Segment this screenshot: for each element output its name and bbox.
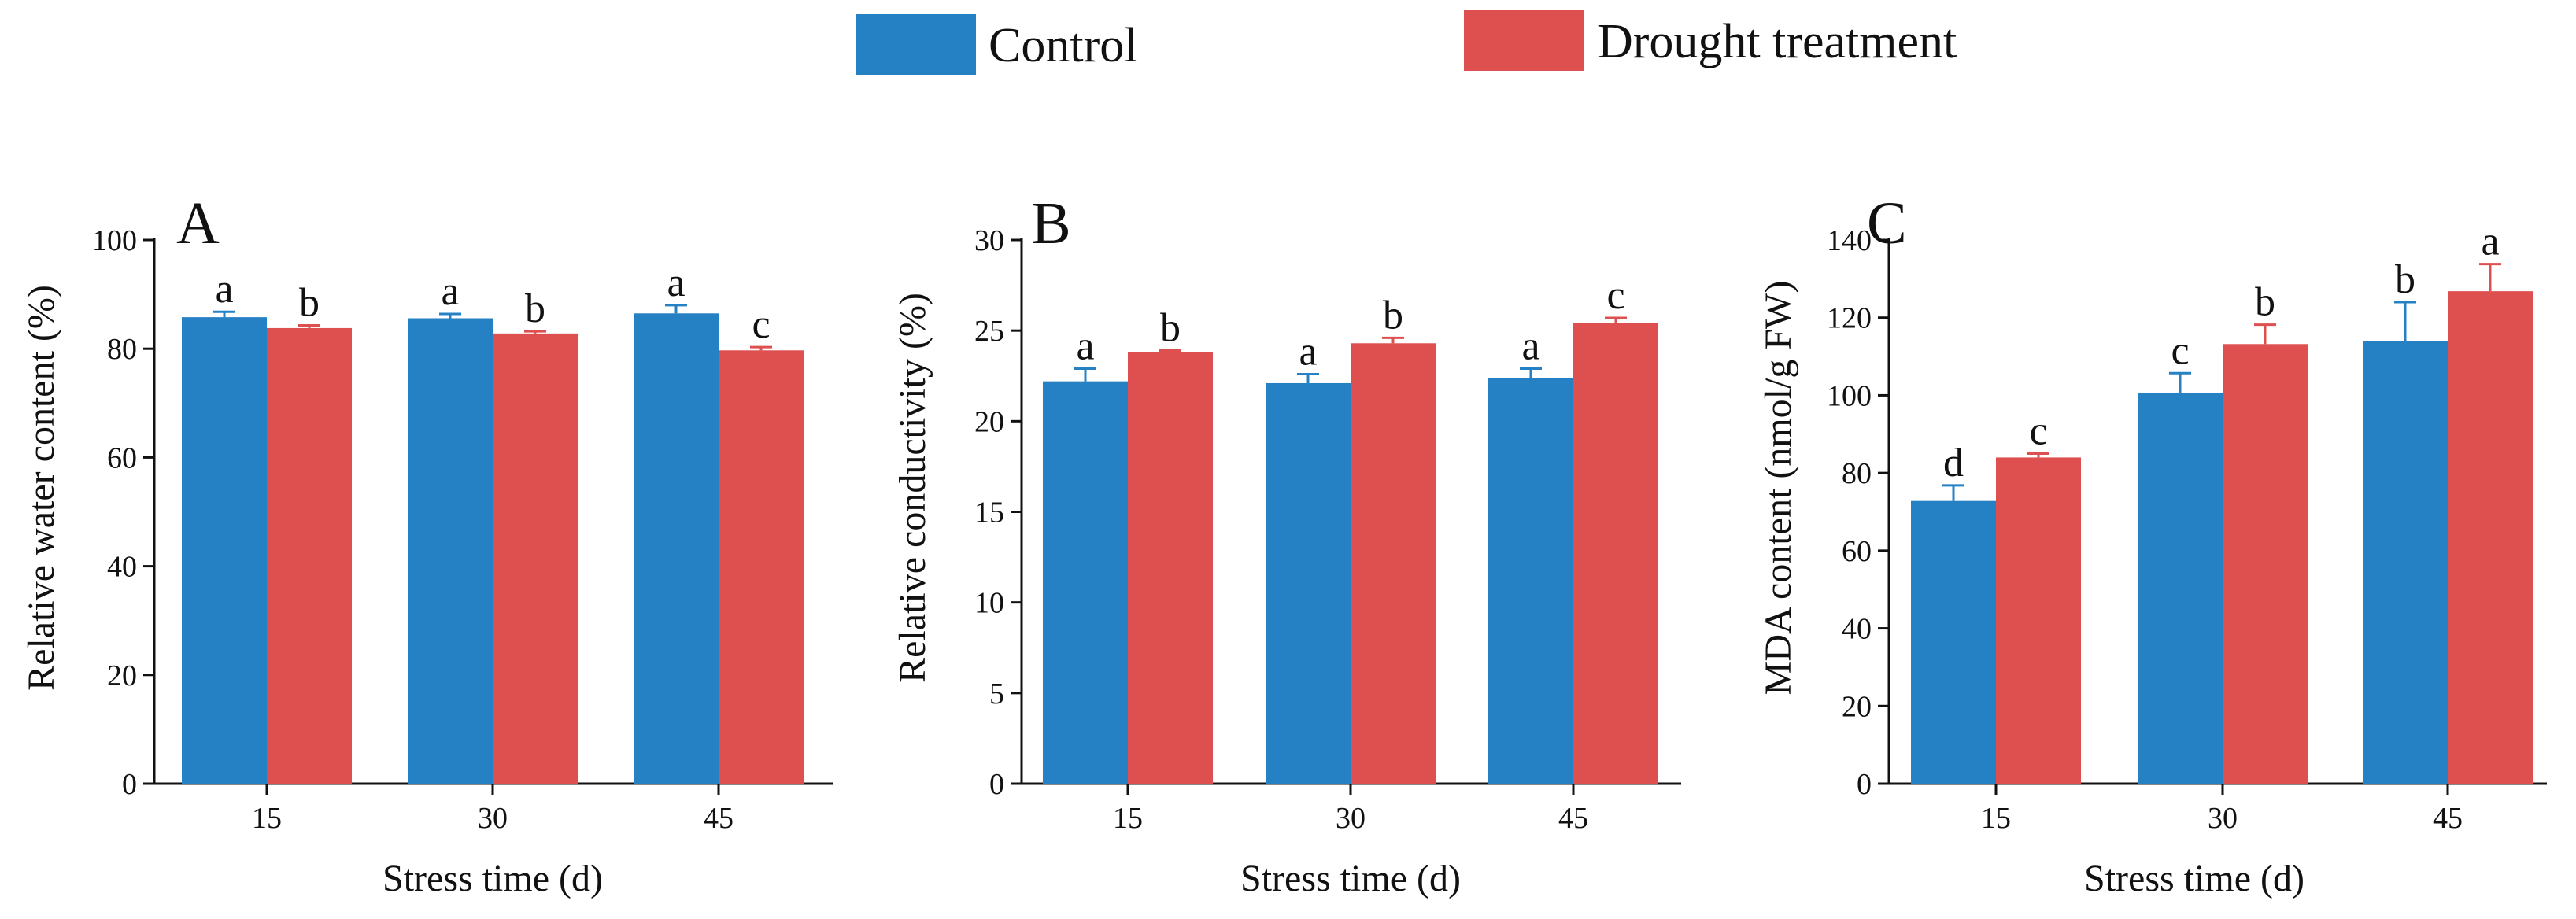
panel-c-significance-letter: a	[2481, 220, 2499, 264]
panel-c-significance-letter: b	[2255, 280, 2275, 325]
panel-c-y-tick-label: 20	[1842, 690, 1872, 723]
panel-c-x-tick-label: 45	[2433, 802, 2463, 835]
panel-c-bar-control	[2138, 392, 2223, 784]
panel-b-y-tick-label: 30	[974, 224, 1004, 257]
legend-control-label: Control	[989, 19, 1137, 72]
panel-a-x-tick-label: 45	[704, 802, 734, 835]
panel-c-xlabel: Stress time (d)	[2084, 858, 2304, 899]
panel-b-significance-letter: b	[1160, 306, 1181, 351]
panel-b-significance-letter: a	[1521, 324, 1539, 369]
panel-b-x-tick-label: 45	[1558, 802, 1588, 835]
panel-b-marks: 0 5 10 15 20 25 30 a b 15 a b 30 a c 45	[974, 224, 1681, 835]
legend: Control Drought treatment	[856, 10, 1957, 75]
panel-a-xlabel: Stress time (d)	[383, 858, 603, 899]
panel-b-bar-drought	[1573, 323, 1658, 784]
panel-b-x-tick-label: 30	[1336, 802, 1366, 835]
panel-a-y-tick-label: 0	[122, 768, 137, 801]
panel-a-y-tick-label: 20	[107, 659, 137, 692]
panel-a-letter: A	[176, 190, 220, 257]
panel-c-y-tick-label: 140	[1827, 224, 1872, 257]
panel-b-y-tick-label: 0	[989, 768, 1004, 801]
legend-drought-label: Drought treatment	[1598, 15, 1957, 68]
panel-c-y-tick-label: 40	[1842, 613, 1872, 646]
panel-b-y-tick-label: 20	[974, 405, 1004, 438]
panel-a-x-tick-label: 15	[252, 802, 282, 835]
panel-a-y-tick-label: 80	[107, 333, 137, 366]
legend-drought-swatch	[1464, 10, 1584, 71]
panel-b-ylabel: Relative conductivity (%)	[892, 293, 933, 683]
panel-c-significance-letter: b	[2395, 257, 2415, 302]
panel-a-bar-drought	[719, 350, 804, 784]
panel-a-bar-drought	[267, 327, 352, 784]
panel-a-bar-control	[408, 318, 493, 784]
panel-a-marks: 0 20 40 60 80 100 a b 15 a b 30 a c 45	[92, 224, 833, 835]
panel-a-significance-letter: a	[667, 260, 685, 305]
panel-a-y-tick-label: 100	[92, 224, 137, 257]
panel-a-significance-letter: c	[752, 302, 770, 347]
panel-b-x-tick-label: 15	[1113, 802, 1143, 835]
panel-b-bar-control	[1043, 381, 1128, 784]
panel-c-bar-control	[1911, 500, 1996, 784]
panel-c-marks: 0 20 40 60 80 100 120 140 d c 15 c b 30 b a 45	[1827, 220, 2547, 835]
panel-a-significance-letter: b	[299, 280, 320, 325]
panel-a-bar-drought	[493, 333, 578, 784]
panel-a-bar-control	[182, 317, 267, 784]
panel-b-bar-control	[1266, 382, 1351, 784]
panel-b-bar-drought	[1128, 352, 1213, 784]
panel-b-y-tick-label: 10	[974, 587, 1004, 620]
panel-c-bar-drought	[2448, 291, 2533, 784]
panel-b-y-tick-label: 15	[974, 496, 1004, 530]
panel-c-y-tick-label: 100	[1827, 379, 1872, 412]
panel-b-xlabel: Stress time (d)	[1240, 858, 1461, 899]
panel-a-y-tick-label: 60	[107, 441, 137, 474]
panel-c-y-tick-label: 120	[1827, 302, 1872, 335]
panel-a-significance-letter: a	[215, 267, 233, 312]
panel-c-x-tick-label: 15	[1981, 802, 2011, 835]
panel-b: 0 5 10 15 20 25 30 a b 15 a b 30 a c 45 B Stress time (…	[892, 190, 1681, 899]
panel-c-bar-drought	[1996, 457, 2081, 784]
panel-b-bar-control	[1488, 378, 1573, 784]
panel-c-significance-letter: c	[2171, 328, 2189, 373]
panel-c-significance-letter: d	[1943, 441, 1964, 485]
panel-a-y-tick-label: 40	[107, 551, 137, 584]
panel-b-y-tick-label: 5	[989, 677, 1004, 710]
panel-a-ylabel: Relative water content (%)	[20, 285, 62, 691]
panel-c-x-tick-label: 30	[2208, 802, 2238, 835]
panel-c-letter: C	[1867, 190, 1907, 257]
panel-c-y-tick-label: 60	[1842, 535, 1872, 568]
panel-c: 0 20 40 60 80 100 120 140 d c 15 c b 30 b a 45 C Stress …	[1757, 190, 2547, 899]
panel-a-significance-letter: a	[441, 269, 459, 314]
panel-b-significance-letter: b	[1383, 293, 1403, 338]
panel-c-y-tick-label: 80	[1842, 457, 1872, 490]
panel-b-letter: B	[1031, 190, 1071, 257]
panel-a-bar-control	[634, 313, 719, 784]
panel-c-bar-control	[2363, 341, 2448, 784]
panel-c-significance-letter: c	[2029, 408, 2047, 453]
panel-a: 0 20 40 60 80 100 a b 15 a b 30 a c 45 A Stress time (…	[20, 190, 833, 899]
panel-b-significance-letter: a	[1299, 329, 1317, 374]
panel-a-x-tick-label: 30	[478, 802, 508, 835]
panel-b-significance-letter: c	[1606, 273, 1624, 318]
panel-c-bar-drought	[2223, 344, 2308, 784]
panel-c-y-tick-label: 0	[1857, 768, 1872, 801]
panel-c-ylabel: MDA content (nmol/g FW)	[1757, 281, 1799, 696]
panel-a-significance-letter: b	[525, 286, 545, 331]
panel-b-bar-drought	[1351, 343, 1436, 784]
panel-b-significance-letter: a	[1076, 324, 1094, 369]
legend-control-swatch	[856, 14, 976, 75]
panel-b-y-tick-label: 25	[974, 315, 1004, 348]
